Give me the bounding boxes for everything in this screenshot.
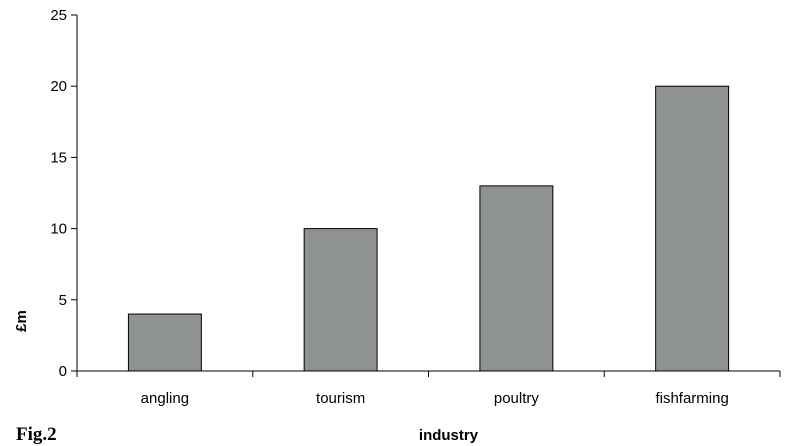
y-tick-label: 5	[59, 292, 67, 309]
y-tick-label: 15	[50, 149, 67, 166]
bars	[127, 85, 730, 372]
x-tick-label: poultry	[494, 390, 540, 407]
x-tick-label: fishfarming	[655, 390, 728, 407]
x-axis-ticks: angling tourism poultry fishfarming	[76, 371, 781, 407]
bar-angling	[127, 313, 202, 372]
bar-fishfarming	[655, 85, 730, 372]
y-tick-label: 10	[50, 221, 67, 238]
y-axis-title: £m	[13, 310, 30, 332]
x-tick-label: tourism	[316, 390, 365, 407]
y-tick-label: 25	[50, 7, 67, 24]
x-axis-title: industry	[419, 427, 479, 444]
y-tick-label: 20	[50, 78, 67, 95]
bar-tourism	[303, 228, 378, 372]
figure-label: Fig.2	[16, 424, 57, 445]
y-axis-ticks: 0 5 10 15 20 25	[50, 7, 77, 380]
bar-poultry	[479, 185, 554, 372]
x-tick-label: angling	[141, 390, 189, 407]
y-tick-label: 0	[59, 363, 67, 380]
